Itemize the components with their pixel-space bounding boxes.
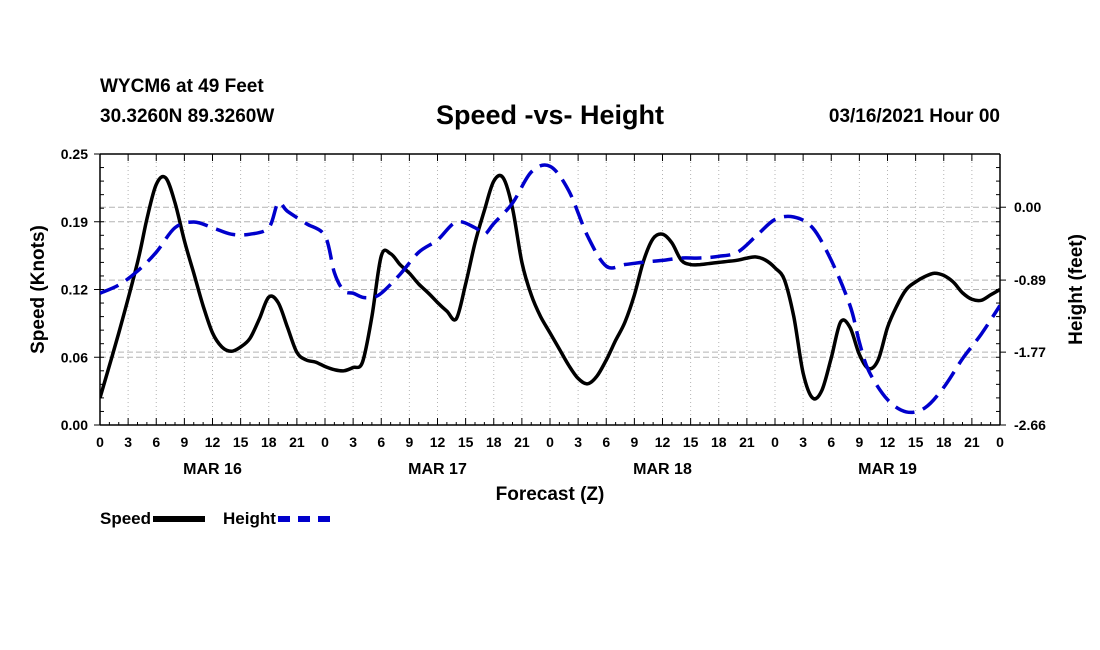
x-tick-label: 12 [205, 434, 221, 450]
x-tick-label: 12 [430, 434, 446, 450]
y2-tick-label: 0.00 [1014, 199, 1041, 215]
day-label: MAR 17 [408, 461, 467, 478]
x-tick-label: 0 [321, 434, 329, 450]
series-line-speed [100, 173, 1000, 401]
x-tick-label: 9 [855, 434, 863, 450]
day-label: MAR 18 [633, 461, 692, 478]
legend-height-label: Height [223, 509, 276, 528]
x-tick-label: 15 [683, 434, 699, 450]
x-tick-label: 15 [458, 434, 474, 450]
y2-tick-label: -1.77 [1014, 344, 1046, 360]
y2-tick-label: -0.89 [1014, 272, 1046, 288]
x-axis-title: Forecast (Z) [496, 484, 605, 505]
x-tick-label: 6 [827, 434, 835, 450]
x-tick-label: 9 [630, 434, 638, 450]
x-tick-label: 15 [908, 434, 924, 450]
x-tick-label: 3 [349, 434, 357, 450]
x-tick-label: 18 [261, 434, 277, 450]
x-tick-label: 9 [180, 434, 188, 450]
x-tick-label: 6 [602, 434, 610, 450]
y-axis-title: Speed (Knots) [28, 225, 49, 354]
x-tick-label: 21 [289, 434, 305, 450]
x-tick-label: 15 [233, 434, 249, 450]
legend-speed-swatch [153, 516, 206, 522]
y-tick-label: 0.06 [61, 349, 88, 365]
day-label: MAR 16 [183, 461, 242, 478]
legend-height-swatch [277, 516, 330, 522]
x-tick-label: 0 [996, 434, 1004, 450]
x-tick-label: 12 [880, 434, 896, 450]
legend: Speed Height [100, 509, 348, 529]
legend-item-speed: Speed [100, 509, 206, 529]
y-tick-label: 0.12 [61, 282, 88, 298]
x-tick-label: 12 [655, 434, 671, 450]
x-tick-label: 21 [964, 434, 980, 450]
x-tick-label: 0 [96, 434, 104, 450]
series-line-height [100, 163, 1000, 415]
x-tick-label: 9 [405, 434, 413, 450]
x-tick-label: 21 [514, 434, 530, 450]
x-tick-label: 6 [377, 434, 385, 450]
x-tick-label: 18 [486, 434, 502, 450]
y2-tick-label: -2.66 [1014, 417, 1046, 433]
legend-item-height: Height [223, 509, 330, 529]
chart-title: Speed -vs- Height [0, 100, 1100, 131]
x-tick-label: 0 [771, 434, 779, 450]
x-tick-label: 3 [574, 434, 582, 450]
x-tick-label: 18 [711, 434, 727, 450]
x-tick-label: 3 [124, 434, 132, 450]
y-tick-label: 0.00 [61, 417, 88, 433]
x-tick-label: 0 [546, 434, 554, 450]
station-label: WYCM6 at 49 Feet [100, 76, 264, 97]
chart-title-text: Speed -vs- Height [435, 100, 665, 130]
coordinates-label: 30.3260N 89.3260W [100, 106, 275, 127]
y-tick-label: 0.25 [61, 146, 88, 162]
legend-speed-label: Speed [100, 509, 152, 528]
y-tick-label: 0.19 [61, 214, 88, 230]
y2-axis-title: Height (feet) [1066, 234, 1087, 345]
x-tick-label: 21 [739, 434, 755, 450]
x-tick-label: 3 [799, 434, 807, 450]
x-tick-label: 6 [152, 434, 160, 450]
day-label: MAR 19 [858, 461, 917, 478]
x-tick-label: 18 [936, 434, 952, 450]
forecast-datetime: 03/16/2021 Hour 00 [828, 106, 1000, 127]
